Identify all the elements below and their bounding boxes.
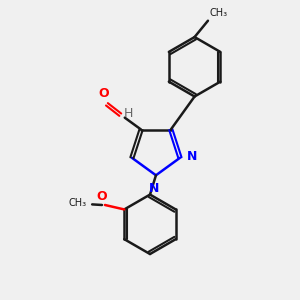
Text: N: N <box>148 182 159 195</box>
Text: O: O <box>97 190 107 202</box>
Text: H: H <box>124 107 133 120</box>
Text: N: N <box>187 150 197 163</box>
Text: O: O <box>99 87 109 101</box>
Text: CH₃: CH₃ <box>69 199 87 208</box>
Text: CH₃: CH₃ <box>209 8 228 18</box>
